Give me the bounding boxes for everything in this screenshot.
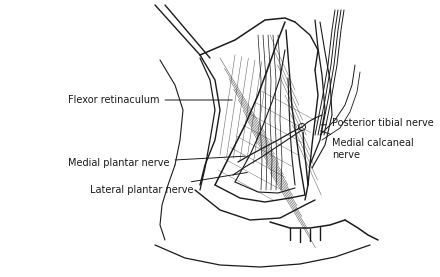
Text: Posterior tibial nerve: Posterior tibial nerve <box>321 118 434 128</box>
Text: Medial calcaneal
nerve: Medial calcaneal nerve <box>321 131 414 160</box>
Text: Flexor retinaculum: Flexor retinaculum <box>68 95 232 105</box>
Text: Medial plantar nerve: Medial plantar nerve <box>68 156 245 168</box>
Text: Lateral plantar nerve: Lateral plantar nerve <box>90 173 247 195</box>
